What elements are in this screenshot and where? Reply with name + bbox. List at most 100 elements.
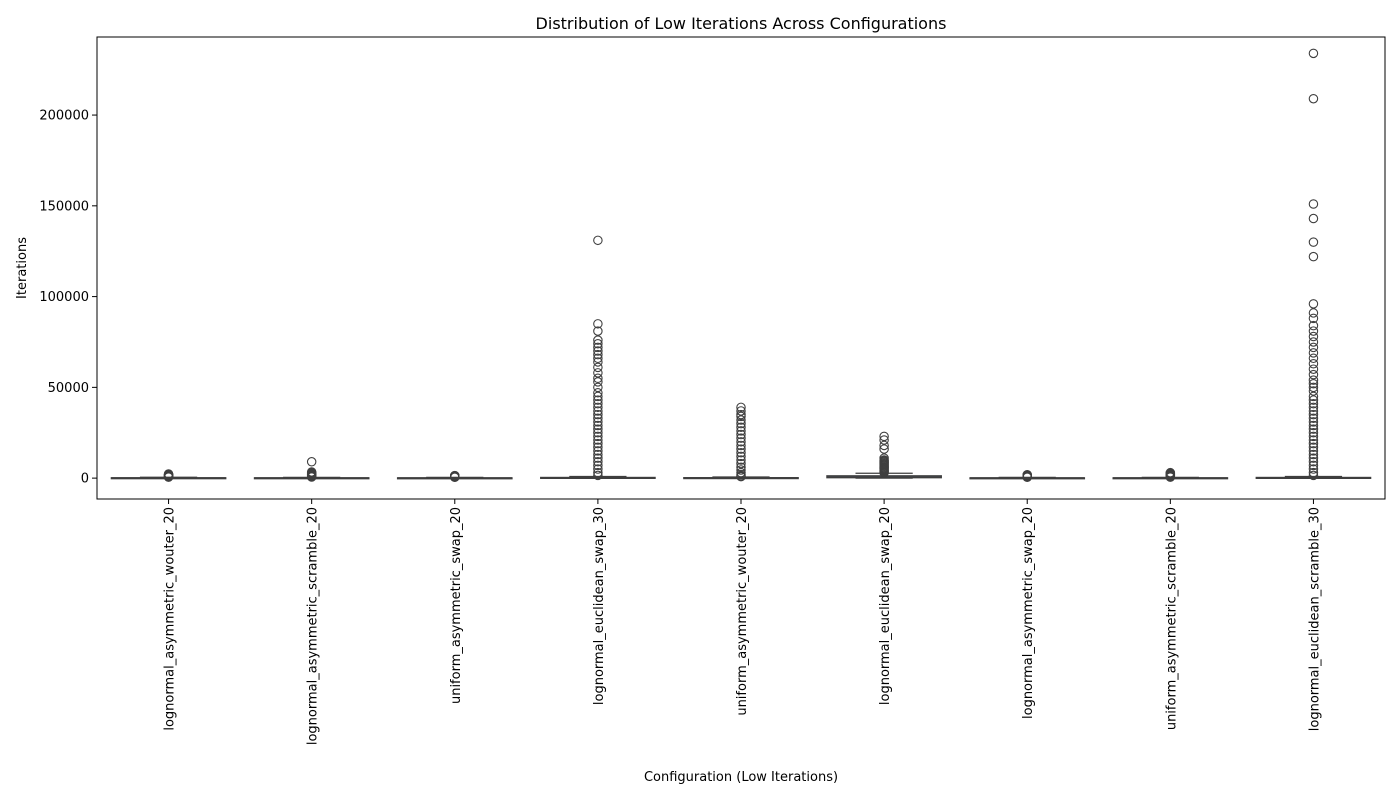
box-group xyxy=(683,402,799,482)
outlier-point xyxy=(736,437,746,447)
outlier-point xyxy=(879,440,889,451)
outlier-point xyxy=(1308,395,1319,405)
outlier-point xyxy=(736,433,746,443)
outlier-point xyxy=(1308,299,1319,309)
box-group xyxy=(969,470,1086,482)
outlier-point xyxy=(736,402,746,413)
outlier-point xyxy=(593,467,603,478)
y-axis: 0 50000 100000 150000 200000 xyxy=(39,109,97,487)
outlier-point xyxy=(736,458,746,469)
outlier-point xyxy=(1308,342,1319,353)
outlier-point xyxy=(1308,337,1319,347)
outlier-point xyxy=(1308,359,1319,369)
outlier-point xyxy=(593,362,603,373)
outlier-point xyxy=(736,415,746,425)
boxes-layer xyxy=(110,48,1372,482)
outlier-point xyxy=(593,342,603,353)
x-tick-label: lognormal_asymmetric_wouter_20 xyxy=(163,507,178,731)
outlier-point xyxy=(593,391,603,402)
outlier-point xyxy=(1308,424,1319,434)
outlier-point xyxy=(593,319,603,329)
outlier-point xyxy=(593,409,603,420)
box-group xyxy=(110,469,227,482)
outlier-point xyxy=(736,409,746,420)
y-tick-label: 0 xyxy=(81,472,89,487)
x-tick-label: uniform_asymmetric_wouter_20 xyxy=(735,507,750,716)
x-tick-label: lognormal_euclidean_scramble_30 xyxy=(1307,507,1322,731)
outlier-point xyxy=(1308,467,1319,478)
outlier-point xyxy=(593,326,603,336)
outlier-point xyxy=(1308,237,1319,247)
outlier-point xyxy=(593,398,603,409)
y-axis-label: Iterations xyxy=(15,237,30,299)
outlier-point xyxy=(736,418,746,429)
outlier-point xyxy=(1308,313,1319,324)
outlier-point xyxy=(1308,369,1319,380)
outlier-point xyxy=(1022,470,1032,480)
outlier-point xyxy=(1308,460,1319,471)
outlier-point xyxy=(593,373,603,384)
outlier-point xyxy=(1308,348,1319,358)
outlier-point xyxy=(1308,413,1319,423)
x-tick-label: lognormal_euclidean_swap_30 xyxy=(592,507,607,705)
outlier-point xyxy=(1308,427,1319,438)
x-tick-label: uniform_asymmetric_swap_20 xyxy=(449,507,464,704)
outlier-point xyxy=(593,382,603,393)
outlier-point xyxy=(593,388,603,398)
outlier-point xyxy=(593,235,603,246)
outlier-point xyxy=(1308,438,1319,449)
outlier-point xyxy=(736,444,746,454)
outlier-point xyxy=(1308,442,1319,453)
outlier-point xyxy=(1308,93,1319,104)
y-tick-label: 100000 xyxy=(39,290,89,305)
outlier-point xyxy=(163,469,174,479)
outlier-point xyxy=(593,427,603,438)
outlier-point xyxy=(1308,470,1319,481)
outlier-point xyxy=(593,368,603,378)
outlier-point xyxy=(1308,331,1319,342)
outlier-point xyxy=(1308,382,1319,393)
outlier-point xyxy=(1308,375,1319,385)
outlier-point xyxy=(1308,353,1319,364)
outlier-point xyxy=(593,346,603,356)
outlier-point xyxy=(736,455,746,465)
outlier-point xyxy=(593,339,603,349)
outlier-point xyxy=(1308,420,1319,431)
outlier-point xyxy=(1308,402,1319,413)
outlier-point xyxy=(1308,213,1319,224)
outlier-point xyxy=(593,470,603,481)
outlier-point xyxy=(1308,386,1319,396)
outlier-point xyxy=(1308,398,1319,409)
outlier-point xyxy=(1308,378,1319,389)
outlier-point xyxy=(736,462,746,472)
outlier-point xyxy=(736,406,746,416)
outlier-point xyxy=(736,440,746,451)
outlier-point xyxy=(593,453,603,463)
outlier-point xyxy=(593,357,603,367)
outlier-point xyxy=(593,420,603,431)
outlier-point xyxy=(593,335,603,345)
outlier-point xyxy=(736,429,746,440)
x-tick-label: lognormal_asymmetric_swap_20 xyxy=(1021,507,1036,719)
outlier-point xyxy=(593,413,603,423)
outlier-point xyxy=(1308,406,1319,416)
outlier-point xyxy=(593,446,603,456)
outlier-point xyxy=(593,402,603,413)
outlier-point xyxy=(879,431,889,442)
outlier-point xyxy=(593,457,603,467)
outlier-point xyxy=(1308,453,1319,463)
outlier-point xyxy=(1308,464,1319,474)
y-tick-label: 50000 xyxy=(48,381,89,396)
outlier-point xyxy=(736,422,746,433)
outlier-point xyxy=(1308,449,1319,460)
outlier-point xyxy=(736,447,746,458)
outlier-point xyxy=(593,406,603,416)
outlier-point xyxy=(593,438,603,449)
outlier-point xyxy=(593,395,603,405)
outlier-point xyxy=(593,460,603,471)
outlier-point xyxy=(1308,391,1319,402)
outlier-point xyxy=(593,464,603,474)
outlier-point xyxy=(1308,320,1319,331)
outlier-point xyxy=(736,451,746,462)
